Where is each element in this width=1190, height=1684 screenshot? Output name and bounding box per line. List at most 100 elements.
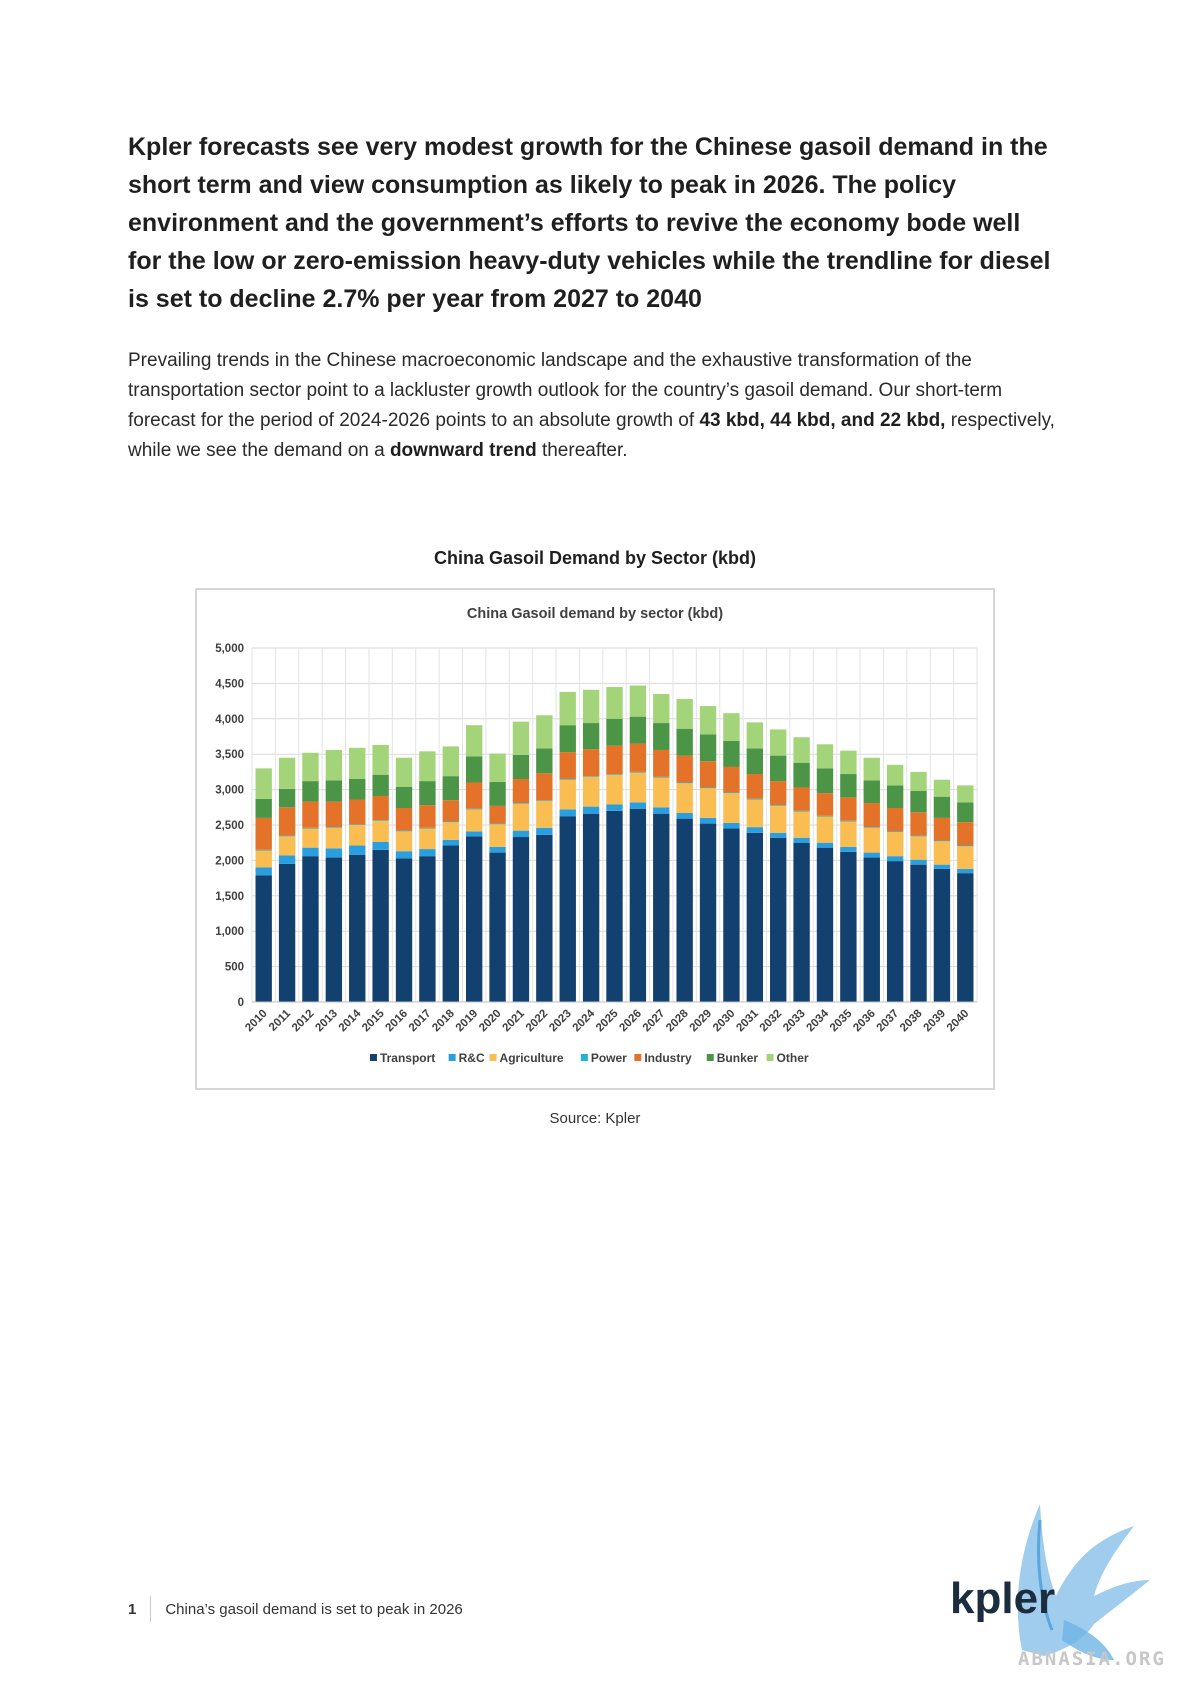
bar-segment-other [676,698,693,729]
bar-segment-bunker [863,780,880,804]
y-tick-label: 5,000 [215,643,244,655]
x-tick-label: 2013 [313,1008,340,1035]
griffin-wing-icon [1017,1504,1150,1660]
bar-segment-agriculture [863,827,880,853]
bar-segment-other [395,757,413,787]
bar-segment-industry [816,793,834,816]
bar-segment-bunker [302,781,319,802]
bar-segment-power [489,823,506,825]
bar-segment-rc [512,830,530,838]
bar-segment-power [372,820,389,821]
bar-segment-other [489,753,506,782]
x-tick-label: 2022 [524,1008,551,1035]
bar-segment-bunker [629,716,647,744]
bar-segment-transport [465,836,483,1002]
x-tick-label: 2018 [430,1007,457,1034]
x-tick-label: 2020 [477,1008,504,1035]
paragraph-text-2: respectively, while we see the demand on… [128,410,1055,461]
bar-segment-industry [325,801,343,828]
bar-segment-industry [582,749,600,777]
bar-segment-transport [699,823,717,1002]
bar-segment-other [863,757,880,781]
y-tick-label: 2,000 [215,855,244,867]
bar-segment-industry [957,822,974,846]
intro-paragraph: Prevailing trends in the Chinese macroec… [128,346,1058,466]
bar-segment-bunker [465,756,483,783]
legend-label: R&C [459,1051,485,1065]
bar-segment-bunker [886,785,904,809]
paragraph-bold-trend: downward trend [389,440,537,461]
bar-segment-other [957,785,974,803]
legend-swatch [634,1054,642,1061]
x-tick-label: 2030 [711,1008,738,1035]
bar-segment-rc [606,804,623,811]
bar-segment-power [582,776,600,777]
chart-inner-title: China Gasoil demand by sector (kbd) [467,606,723,622]
bar-segment-agriculture [653,777,670,808]
bar-segment-industry [349,799,366,825]
bar-segment-bunker [840,774,857,798]
bar-segment-agriculture [465,809,483,832]
footer-divider [150,1596,152,1622]
bar-segment-power [419,827,436,829]
y-tick-label: 4,500 [215,678,244,690]
bar-segment-rc [629,802,647,809]
legend-label: Agriculture [500,1051,564,1065]
bar-segment-other [933,779,951,797]
x-tick-label: 2025 [594,1007,621,1034]
y-tick-label: 3,000 [215,785,244,797]
x-tick-label: 2034 [805,1007,832,1034]
x-axis: 2010201120122013201420152016201720182019… [243,1001,977,1035]
x-tick-label: 2027 [641,1008,668,1035]
paragraph-bold-growth: 43 kbd, 44 kbd, and 22 kbd, [699,410,946,431]
figure-source: Source: Kpler [549,1110,641,1127]
bar-segment-power [349,824,366,825]
bar-segment-industry [746,774,764,799]
bar-segment-industry [793,787,810,811]
bar-segment-agriculture [723,793,740,823]
bar-segment-industry [419,805,436,828]
bar-segment-other [419,751,436,782]
bar-segment-transport [302,856,319,1002]
bar-segment-transport [863,857,880,1002]
x-tick-label: 2040 [945,1008,972,1035]
y-tick-label: 2,500 [215,820,244,832]
bar-segment-power [629,771,647,773]
bar-segment-other [653,694,670,724]
bar-segment-agriculture [302,828,319,848]
bar-segment-transport [325,857,343,1002]
bar-segment-rc [770,832,787,838]
bar-segment-bunker [559,725,576,753]
bar-segment-bunker [372,774,389,796]
bar-segment-agriculture [349,825,366,846]
chart-frame: China Gasoil demand by sector (kbd) 0 500… [195,588,995,1090]
bar-segment-industry [606,745,623,775]
y-tick-label: 1,500 [215,891,244,903]
bar-segment-other [606,686,623,719]
y-tick-label: 0 [238,997,244,1009]
bar-segment-power [840,820,857,822]
bar-segment-transport [536,834,553,1002]
bar-segment-bunker [957,802,974,823]
page-footer: 1 China’s gasoil demand is set to peak i… [128,1596,463,1622]
bar-segment-industry [629,743,647,772]
bar-segment-power [886,831,904,833]
bar-segment-rc [957,868,974,874]
bar-segment-rc [653,807,670,814]
bar-segment-bunker [676,728,693,756]
bar-segment-other [629,685,647,717]
bar-segment-bunker [793,762,810,788]
bar-segment-bunker [606,718,623,746]
bar-segment-transport [278,863,296,1002]
bar-segment-agriculture [559,779,576,810]
bar-segment-other [442,746,459,777]
bar-segment-industry [723,766,740,793]
bar-segment-transport [489,852,506,1002]
watermark-text: ABNASIA.ORG [1018,1648,1166,1670]
bar-segment-rc [840,846,857,852]
bar-segment-rc [395,851,413,859]
bar-segment-bunker [489,781,506,806]
bar-segment-industry [302,801,319,828]
bar-segment-power [793,810,810,812]
